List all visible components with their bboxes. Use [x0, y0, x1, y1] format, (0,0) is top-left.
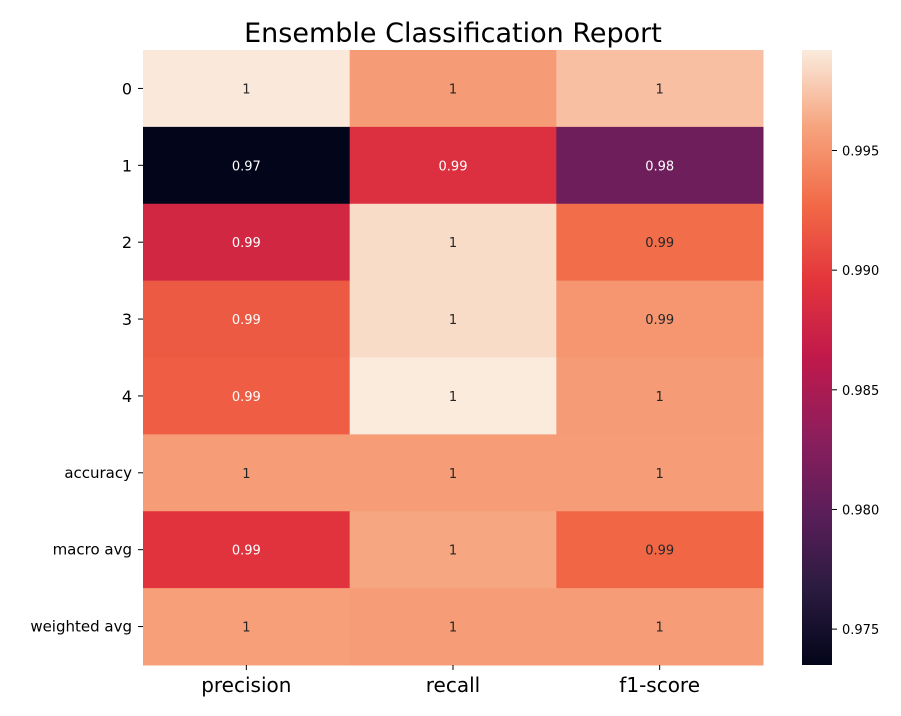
heatmap-cell [143, 203, 351, 282]
heatmap-cell [556, 50, 764, 128]
colorbar-tick-label: 0.990 [842, 264, 879, 279]
cell-annotation: 0.99 [439, 159, 468, 174]
cell-annotation: 1 [242, 621, 250, 636]
heatmap-cells: 1 1 1 0.97 0.99 0.98 0.99 1 0.99 0.99 1 0.99 0.99 1 1 1… [143, 50, 764, 666]
cell-annotation: 1 [242, 467, 250, 482]
cell-annotation: 1 [656, 82, 664, 97]
heatmap-cell [556, 588, 764, 666]
heatmap-cell [556, 511, 764, 589]
column-label: f1-score [619, 673, 700, 697]
colorbar-tick-label: 0.980 [842, 503, 879, 518]
cell-annotation: 0.99 [232, 313, 261, 328]
row-label: 2 [122, 233, 132, 252]
cell-annotation: 0.99 [645, 313, 674, 328]
heatmap-cell [349, 588, 557, 666]
cell-annotation: 0.98 [645, 159, 674, 174]
heatmap-cell [349, 203, 557, 282]
cell-annotation: 1 [656, 390, 664, 405]
cell-annotation: 1 [449, 467, 457, 482]
cell-annotation: 1 [656, 621, 664, 636]
cell-annotation: 0.99 [645, 236, 674, 251]
colorbar-ticks: 0.975 0.980 0.985 0.990 0.995 [832, 145, 879, 638]
row-labels: 0 1 2 3 4 accuracy macro avg weighted avg [30, 79, 143, 636]
cell-annotation: 1 [242, 82, 250, 97]
colorbar-gradient [802, 50, 832, 665]
cell-annotation: 0.99 [645, 544, 674, 559]
heatmap-cell [349, 357, 557, 435]
heatmap-cell [556, 126, 764, 205]
cell-annotation: 0.97 [232, 159, 261, 174]
colorbar-tick-label: 0.975 [842, 623, 879, 638]
heatmap-cell [556, 203, 764, 282]
cell-annotation: 1 [449, 236, 457, 251]
heatmap-cell [143, 280, 351, 358]
cell-annotation: 1 [449, 621, 457, 636]
heatmap-cell [349, 50, 557, 128]
row-label: 1 [122, 156, 132, 175]
column-labels: precision recall f1-score [201, 665, 700, 697]
cell-annotation: 1 [656, 467, 664, 482]
cell-annotation: 0.99 [232, 544, 261, 559]
cell-annotation: 1 [449, 544, 457, 559]
colorbar-tick-label: 0.995 [842, 145, 879, 160]
heatmap-cell [349, 511, 557, 589]
heatmap-cell [556, 434, 764, 512]
heatmap-cell [143, 126, 351, 205]
heatmap-cell [349, 126, 557, 205]
cell-annotation: 1 [449, 82, 457, 97]
cell-annotation: 1 [449, 313, 457, 328]
row-label: 3 [122, 310, 132, 329]
heatmap-cell [143, 434, 351, 512]
cell-annotation: 0.99 [232, 236, 261, 251]
heatmap-cell [349, 434, 557, 512]
heatmap-cell [556, 280, 764, 358]
column-label: precision [201, 673, 291, 697]
colorbar: 0.975 0.980 0.985 0.990 0.995 [802, 50, 879, 665]
heatmap-cell [349, 280, 557, 358]
heatmap-cell [143, 357, 351, 435]
row-label: 4 [122, 387, 132, 406]
row-label: macro avg [53, 541, 132, 559]
row-label: 0 [122, 79, 132, 98]
heatmap-cell [143, 588, 351, 666]
heatmap-cell [556, 357, 764, 435]
cell-annotation: 0.99 [232, 390, 261, 405]
row-label: accuracy [64, 464, 132, 482]
row-label: weighted avg [30, 618, 132, 636]
heatmap-cell [143, 511, 351, 589]
heatmap-cell [143, 50, 351, 128]
colorbar-tick-label: 0.985 [842, 384, 879, 399]
column-label: recall [426, 673, 480, 697]
chart-title: Ensemble Classification Report [244, 18, 662, 49]
cell-annotation: 1 [449, 390, 457, 405]
